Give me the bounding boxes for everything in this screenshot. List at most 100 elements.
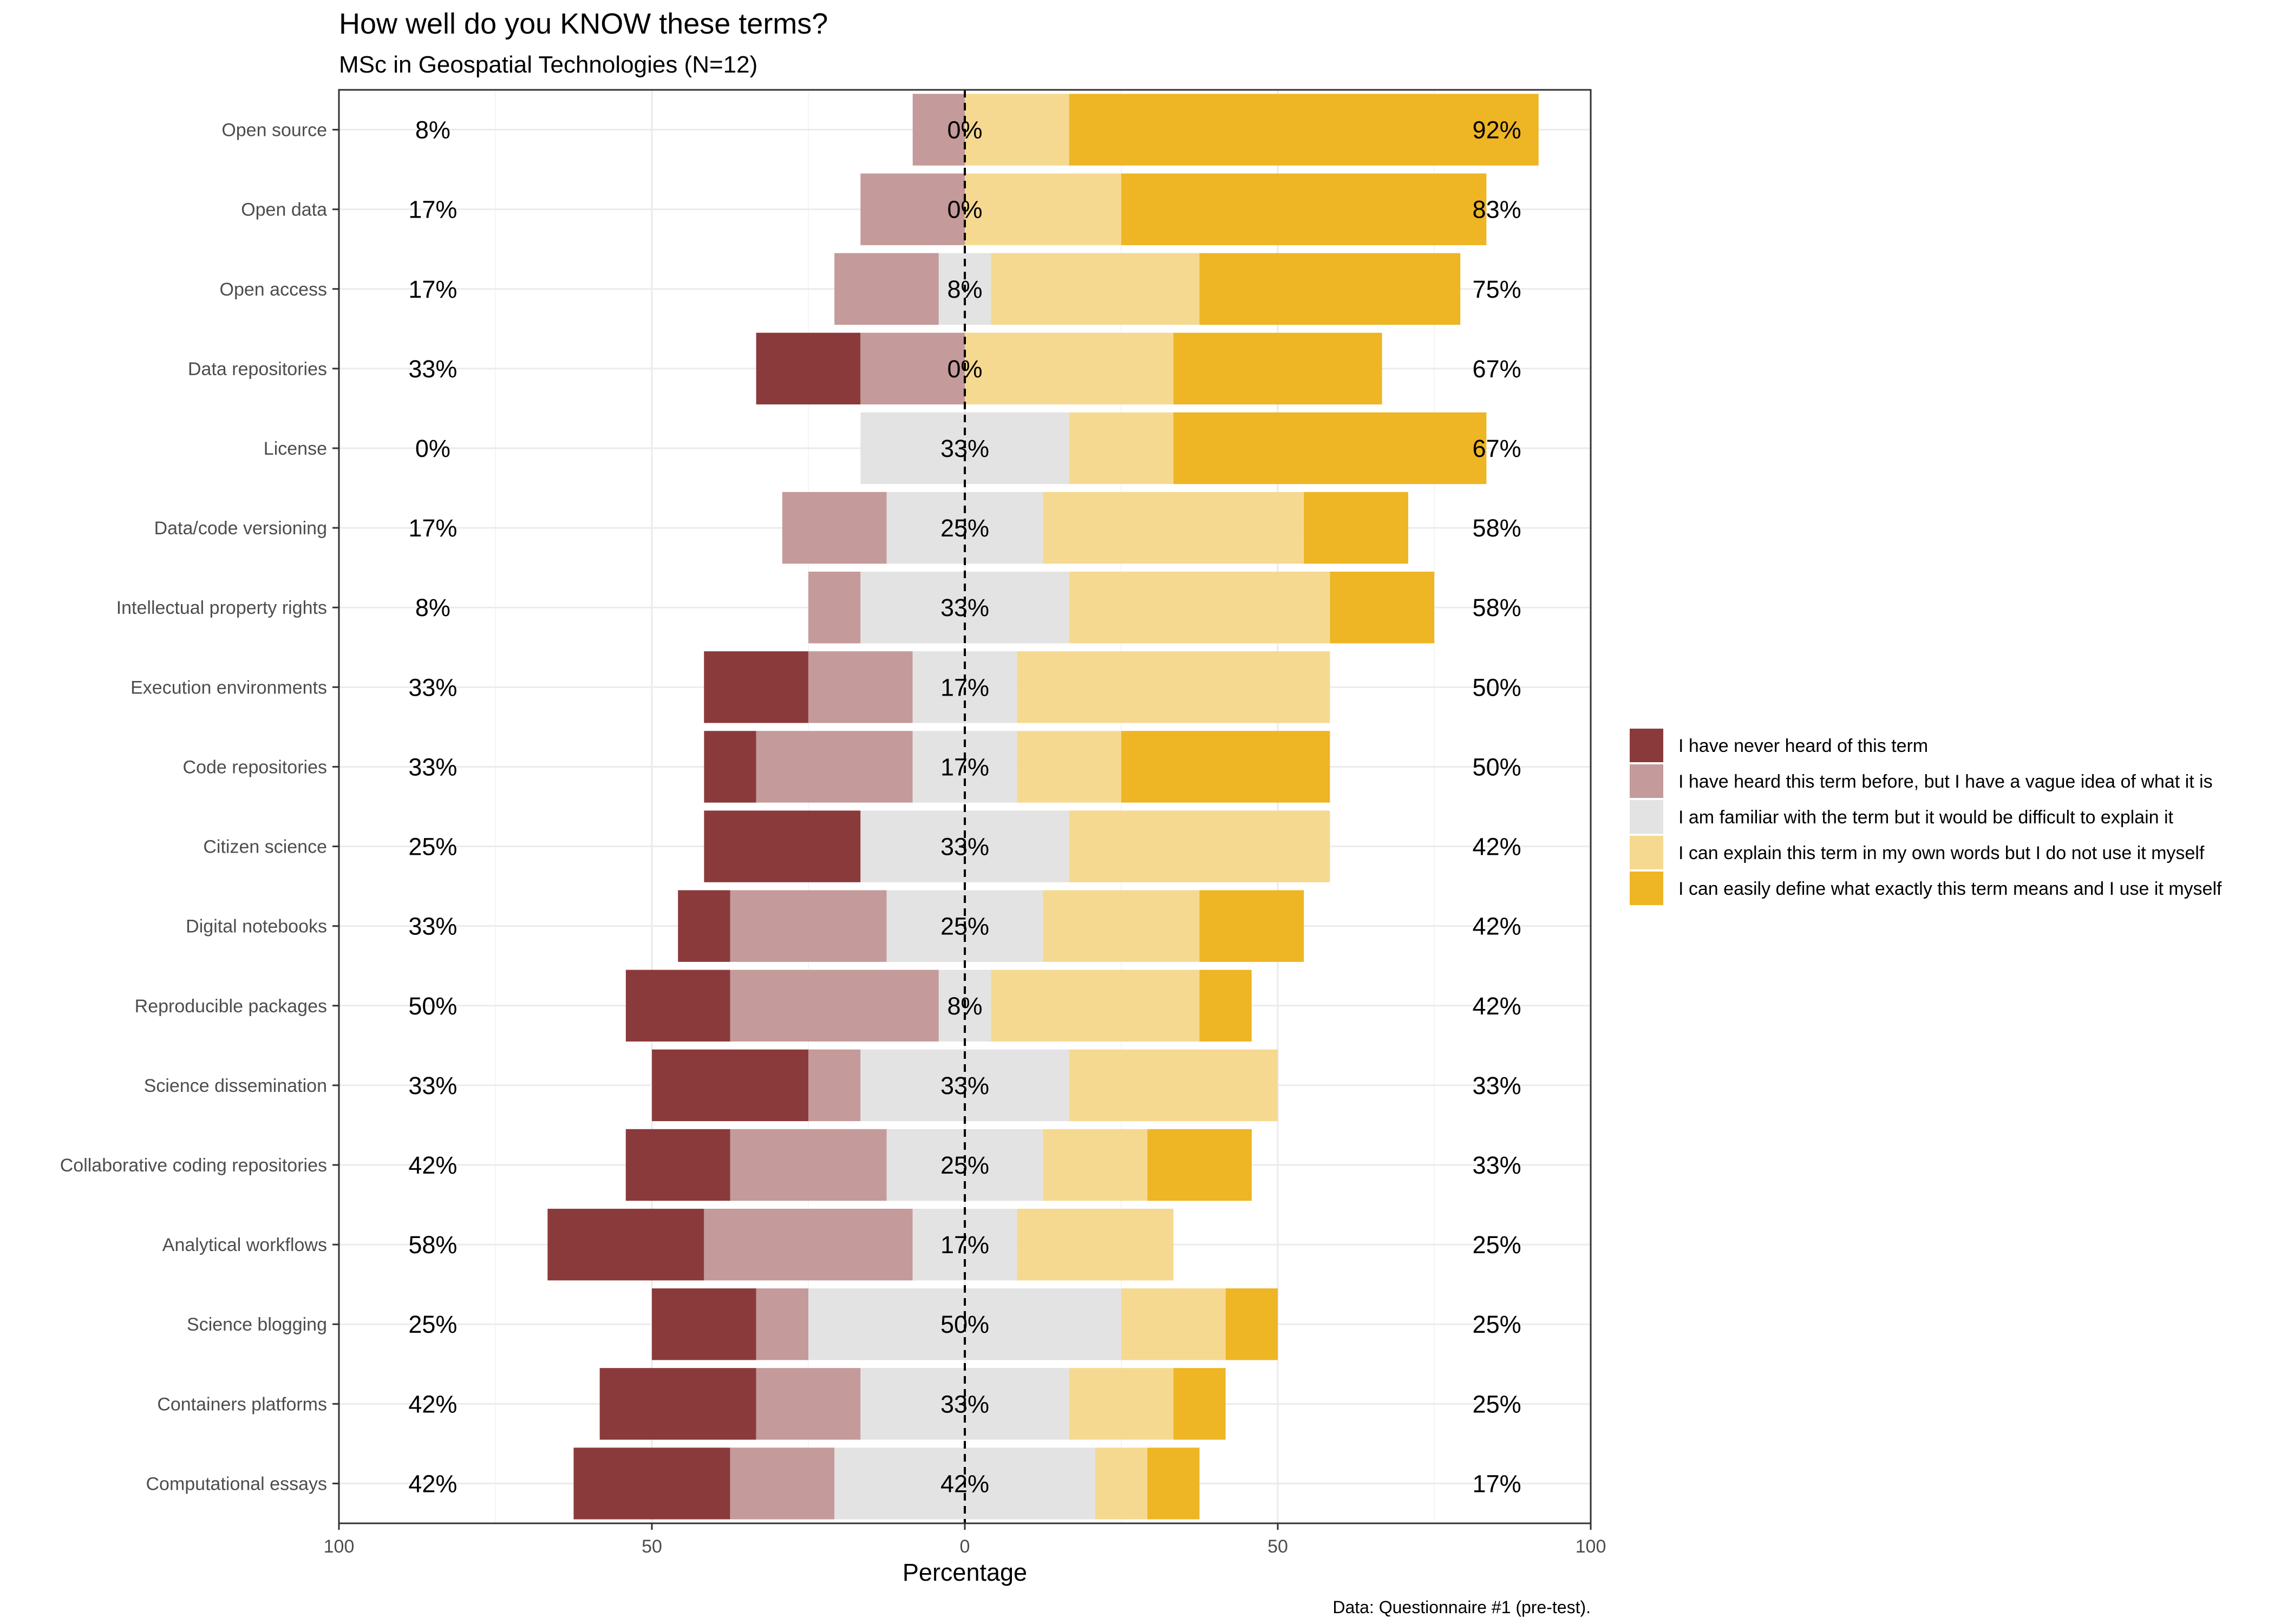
bar-segment-level-2: [730, 890, 887, 962]
category-label: Citizen science: [203, 837, 327, 857]
legend-label: I can easily define what exactly this te…: [1678, 879, 2222, 899]
neutral-percent-label: 33%: [940, 594, 989, 621]
category-label: Code repositories: [183, 757, 327, 777]
low-percent-label: 33%: [408, 355, 457, 383]
legend-label: I have never heard of this term: [1678, 736, 1928, 756]
chart-subtitle: MSc in Geospatial Technologies (N=12): [339, 51, 757, 78]
bar-segment-level-5: [1199, 890, 1304, 962]
neutral-percent-label: 25%: [940, 514, 989, 542]
category-label: Execution environments: [130, 677, 327, 698]
low-percent-label: 17%: [408, 276, 457, 303]
bar-segment-level-4: [1069, 572, 1330, 644]
legend-swatch: [1630, 729, 1663, 762]
high-percent-label: 25%: [1473, 1311, 1521, 1338]
neutral-percent-label: 17%: [940, 753, 989, 781]
bar-segment-level-1: [573, 1448, 730, 1520]
neutral-percent-label: 0%: [947, 116, 982, 144]
bar-segment-level-5: [1199, 253, 1461, 325]
bar-segment-level-5: [1199, 970, 1252, 1042]
bar-segment-level-2: [808, 1049, 861, 1122]
high-percent-label: 58%: [1473, 594, 1521, 621]
neutral-percent-label: 33%: [940, 1390, 989, 1418]
low-percent-label: 8%: [415, 116, 450, 144]
legend-swatch: [1630, 836, 1663, 869]
neutral-percent-label: 33%: [940, 833, 989, 861]
low-percent-label: 42%: [408, 1470, 457, 1497]
neutral-percent-label: 25%: [940, 1151, 989, 1179]
x-tick-label: 0: [960, 1536, 970, 1557]
high-percent-label: 67%: [1473, 435, 1521, 462]
bar-segment-level-4: [1043, 492, 1304, 564]
bar-segment-level-2: [860, 173, 965, 245]
bar-segment-level-4: [1043, 1129, 1148, 1201]
bar-segment-level-5: [1173, 1368, 1226, 1440]
bar-segment-level-2: [730, 970, 939, 1042]
high-percent-label: 50%: [1473, 753, 1521, 781]
neutral-percent-label: 8%: [947, 276, 982, 303]
high-percent-label: 25%: [1473, 1231, 1521, 1259]
bar-segment-level-5: [1330, 572, 1435, 644]
category-label: Digital notebooks: [186, 916, 327, 937]
percent-labels: 8% 0% 92% 17% 0% 83% 17% 8% 75% 33% 0% 67% 0% 33% 67% 1…: [408, 116, 1521, 1498]
neutral-percent-label: 17%: [940, 673, 989, 701]
bar-segment-level-4: [1069, 412, 1174, 484]
high-percent-label: 42%: [1473, 833, 1521, 861]
bar-segment-level-1: [599, 1368, 756, 1440]
bar-segment-level-4: [1121, 1288, 1226, 1360]
high-percent-label: 50%: [1473, 673, 1521, 701]
bar-segment-level-5: [1304, 492, 1408, 564]
bar-segment-level-4: [1017, 651, 1330, 723]
bar-segment-level-2: [730, 1448, 835, 1520]
bar-segment-level-4: [1069, 810, 1330, 882]
bar-segment-level-4: [1017, 1208, 1174, 1281]
bar-segment-level-2: [782, 492, 887, 564]
bar-segment-level-4: [965, 332, 1174, 405]
category-label: Open data: [241, 200, 327, 220]
legend-swatch: [1630, 872, 1663, 905]
category-label: Reproducible packages: [135, 996, 327, 1017]
neutral-percent-label: 0%: [947, 355, 982, 383]
category-labels: Open source Open data Open access Data repo…: [60, 120, 339, 1494]
high-percent-label: 58%: [1473, 514, 1521, 542]
high-percent-label: 33%: [1473, 1072, 1521, 1099]
neutral-percent-label: 33%: [940, 1072, 989, 1099]
x-tick-label: 100: [1576, 1536, 1606, 1557]
neutral-percent-label: 42%: [940, 1470, 989, 1497]
bar-segment-level-5: [1173, 412, 1487, 484]
category-label: Analytical workflows: [162, 1235, 327, 1255]
bar-segment-level-5: [1147, 1448, 1200, 1520]
x-tick-label: 50: [1267, 1536, 1288, 1557]
neutral-percent-label: 8%: [947, 992, 982, 1020]
bar-segment-level-5: [1147, 1129, 1252, 1201]
high-percent-label: 25%: [1473, 1390, 1521, 1418]
x-axis-title: Percentage: [903, 1558, 1027, 1586]
bar-segment-level-1: [652, 1049, 809, 1122]
chart-title: How well do you KNOW these terms?: [339, 8, 828, 40]
low-percent-label: 50%: [408, 992, 457, 1020]
category-label: Intellectual property rights: [116, 598, 327, 618]
low-percent-label: 17%: [408, 514, 457, 542]
category-label: Science blogging: [187, 1314, 327, 1335]
bar-segment-level-4: [1095, 1448, 1148, 1520]
bar-segment-level-5: [1121, 731, 1330, 803]
bar-segment-level-4: [1069, 1049, 1278, 1122]
low-percent-label: 0%: [415, 435, 450, 462]
x-axis: 100 50 0 50 100: [324, 1523, 1606, 1557]
bar-segment-level-1: [704, 810, 861, 882]
x-tick-label: 100: [324, 1536, 355, 1557]
legend: I have never heard of this term I have he…: [1630, 729, 2222, 905]
high-percent-label: 75%: [1473, 276, 1521, 303]
bar-segment-level-4: [1017, 731, 1122, 803]
legend-label: I have heard this term before, but I hav…: [1678, 771, 2213, 792]
high-percent-label: 42%: [1473, 992, 1521, 1020]
bar-segment-level-5: [1225, 1288, 1278, 1360]
low-percent-label: 33%: [408, 1072, 457, 1099]
high-percent-label: 92%: [1473, 116, 1521, 144]
high-percent-label: 83%: [1473, 196, 1521, 224]
legend-swatch: [1630, 764, 1663, 798]
bar-segment-level-1: [678, 890, 730, 962]
bar-segment-level-3: [886, 1129, 1043, 1201]
low-percent-label: 42%: [408, 1390, 457, 1418]
bar-segment-level-1: [704, 731, 756, 803]
legend-label: I can explain this term in my own words …: [1678, 843, 2205, 863]
